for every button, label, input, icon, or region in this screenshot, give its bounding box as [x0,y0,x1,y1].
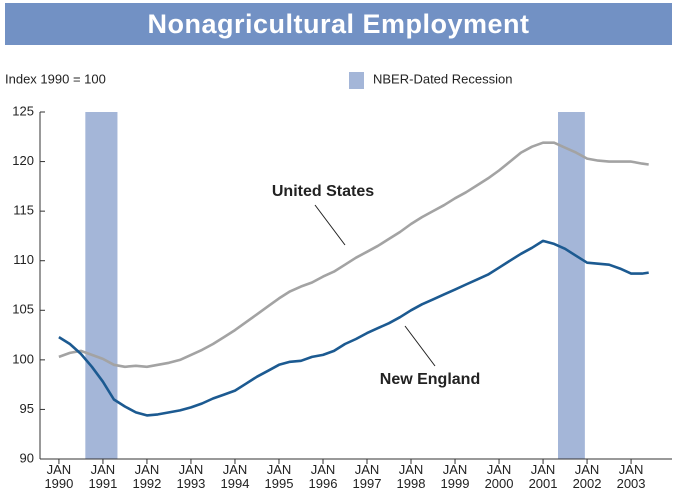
recession-band [85,112,118,459]
x-tick-label: JAN 2000 [484,462,514,491]
y-axis-label: Index 1990 = 100 [5,71,106,86]
series-line [58,239,649,417]
annotation-leader [314,204,346,246]
x-tick-label: JAN 1996 [308,462,338,491]
x-tick-label: JAN 1995 [264,462,294,491]
y-tick-label: 105 [12,302,34,317]
y-tick-label: 120 [12,153,34,168]
series-annotation: United States [272,183,374,200]
legend-label: NBER-Dated Recession [373,71,512,86]
x-tick-label: JAN 2002 [572,462,602,491]
x-tick-label: JAN 2001 [528,462,558,491]
y-tick-label: 125 [12,103,34,118]
chart-title: Nonagricultural Employment [5,3,672,45]
x-tick-label: JAN 1994 [220,462,250,491]
x-tick-label: JAN 1997 [352,462,382,491]
series-line [58,141,649,369]
y-tick-label: 90 [20,450,34,465]
annotation-leader [404,325,436,367]
x-tick-label: JAN 1998 [396,462,426,491]
y-tick-label: 115 [13,203,34,218]
x-tick-label: JAN 1993 [176,462,206,491]
x-tick-label: JAN 2003 [616,462,646,491]
y-tick-label: 95 [20,401,34,416]
x-tick-label: JAN 1999 [440,462,470,491]
y-tick-label: 100 [12,351,34,366]
y-tick-label: 110 [13,252,34,267]
x-tick-label: JAN 1991 [88,462,118,491]
x-tick-label: JAN 1992 [132,462,162,491]
legend-swatch [349,72,364,89]
recession-band [558,112,585,459]
series-annotation: New England [380,371,480,388]
x-tick-label: JAN 1990 [44,462,74,491]
